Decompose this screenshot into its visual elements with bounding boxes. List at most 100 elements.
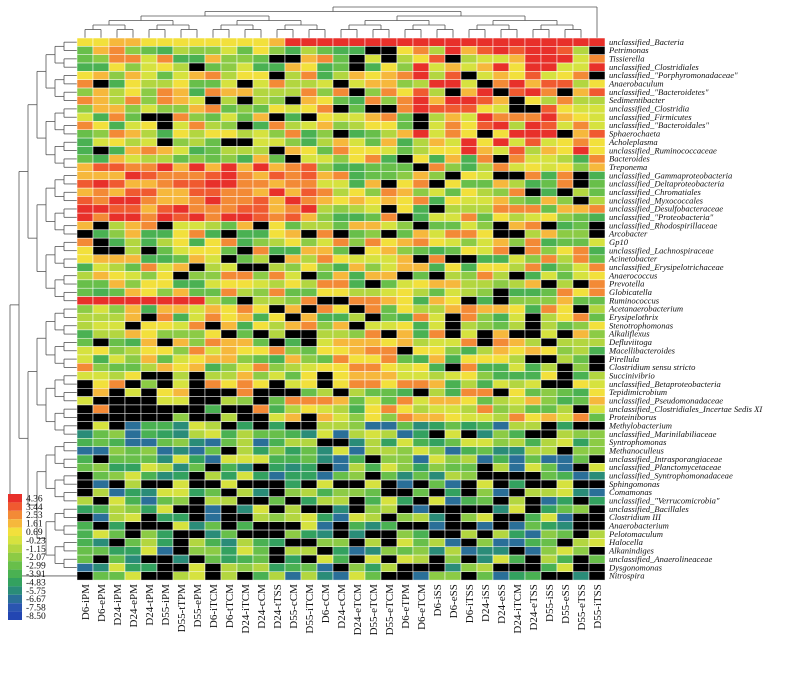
heatmap-cell	[124, 421, 142, 431]
heatmap-cell	[252, 37, 270, 47]
heatmap-cell	[220, 37, 238, 47]
heatmap-cell	[284, 304, 302, 314]
heatmap-cell	[572, 563, 590, 573]
heatmap-cell	[348, 71, 366, 80]
heatmap-cell	[204, 363, 222, 372]
heatmap-cell	[76, 504, 94, 514]
column-label: D24-cCM	[336, 584, 348, 629]
heatmap-cell	[588, 413, 606, 422]
heatmap-cell	[204, 187, 222, 197]
heatmap-cell	[172, 563, 190, 573]
heatmap-cell	[156, 379, 174, 389]
heatmap-cell	[364, 112, 382, 122]
heatmap-cell	[428, 312, 446, 322]
heatmap-cell	[252, 554, 270, 564]
heatmap-cell	[572, 421, 590, 431]
heatmap-cell	[588, 229, 606, 239]
heatmap-cell	[284, 279, 302, 289]
heatmap-cell	[172, 496, 190, 506]
heatmap-cell	[236, 396, 254, 406]
heatmap-cell	[172, 46, 190, 55]
heatmap-cell	[236, 529, 254, 539]
heatmap-cell	[348, 221, 366, 231]
legend-swatch	[8, 594, 22, 604]
heatmap-cell	[236, 87, 254, 97]
legend-tick-label: 2.53	[26, 511, 43, 521]
heatmap-cell	[316, 246, 334, 256]
heatmap-cell	[76, 271, 94, 281]
heatmap-cell	[412, 79, 430, 89]
heatmap-cell	[332, 129, 350, 139]
heatmap-cell	[108, 62, 126, 72]
heatmap-cell	[412, 563, 430, 573]
heatmap-cell	[316, 396, 334, 406]
heatmap-cell	[188, 521, 206, 531]
heatmap-cell	[252, 46, 270, 55]
heatmap-cell	[524, 438, 542, 447]
heatmap-cell	[396, 379, 414, 389]
heatmap-cell	[540, 371, 558, 381]
heatmap-cell	[380, 496, 398, 506]
heatmap-cell	[508, 221, 526, 231]
heatmap-cell	[188, 304, 206, 314]
heatmap-cell	[380, 521, 398, 531]
heatmap-cell	[476, 554, 494, 564]
heatmap-cell	[268, 112, 286, 122]
heatmap-cell	[172, 363, 190, 372]
heatmap-cell	[236, 371, 254, 381]
heatmap-cell	[188, 212, 206, 222]
heatmap-cell	[204, 496, 222, 506]
heatmap-cell	[220, 54, 238, 64]
heatmap-cell	[508, 388, 526, 397]
heatmap-cell	[220, 479, 238, 489]
heatmap-cell	[316, 187, 334, 197]
heatmap-cell	[220, 529, 238, 539]
heatmap-cell	[428, 229, 446, 239]
heatmap-cell	[380, 146, 398, 156]
heatmap-cell	[412, 146, 430, 156]
heatmap-cell	[76, 146, 94, 156]
heatmap-cell	[444, 346, 462, 356]
row-label: unclassified_"Bacteroidetes"	[609, 87, 709, 97]
heatmap-cell	[380, 471, 398, 481]
heatmap-cell	[188, 321, 206, 331]
heatmap-cell	[252, 121, 270, 130]
legend-tick-label: -0.23	[26, 536, 46, 546]
heatmap-cell	[588, 146, 606, 156]
heatmap-cell	[396, 196, 414, 206]
heatmap-cell	[348, 496, 366, 506]
heatmap-cell	[76, 529, 94, 539]
heatmap-cell	[204, 554, 222, 564]
heatmap-cell	[172, 62, 190, 72]
heatmap-cell	[300, 287, 318, 297]
heatmap-cell	[556, 321, 574, 331]
heatmap-cell	[588, 187, 606, 197]
heatmap-cell	[540, 246, 558, 256]
heatmap-cell	[140, 229, 158, 239]
heatmap-cell	[476, 171, 494, 181]
heatmap-cell	[236, 254, 254, 264]
heatmap-cell	[236, 104, 254, 114]
heatmap-cell	[348, 171, 366, 181]
heatmap-cell	[508, 529, 526, 539]
heatmap-cell	[252, 413, 270, 422]
heatmap-cell	[572, 471, 590, 481]
heatmap-cell	[316, 112, 334, 122]
column-label: D55-eTCM	[368, 584, 380, 636]
heatmap-cell	[508, 496, 526, 506]
heatmap-cell	[572, 396, 590, 406]
heatmap-cell	[268, 396, 286, 406]
heatmap-cell	[412, 371, 430, 381]
heatmap-cell	[316, 521, 334, 531]
heatmap-cell	[348, 312, 366, 322]
heatmap-cell	[508, 413, 526, 422]
heatmap-cell	[316, 471, 334, 481]
heatmap-cell	[284, 321, 302, 331]
row-label: Petrimonas	[608, 45, 649, 55]
heatmap-cell	[588, 87, 606, 97]
heatmap-cell	[524, 337, 542, 347]
heatmap-cell	[284, 37, 302, 47]
heatmap-cell	[252, 388, 270, 397]
heatmap-cell	[220, 196, 238, 206]
heatmap-cell	[316, 404, 334, 414]
